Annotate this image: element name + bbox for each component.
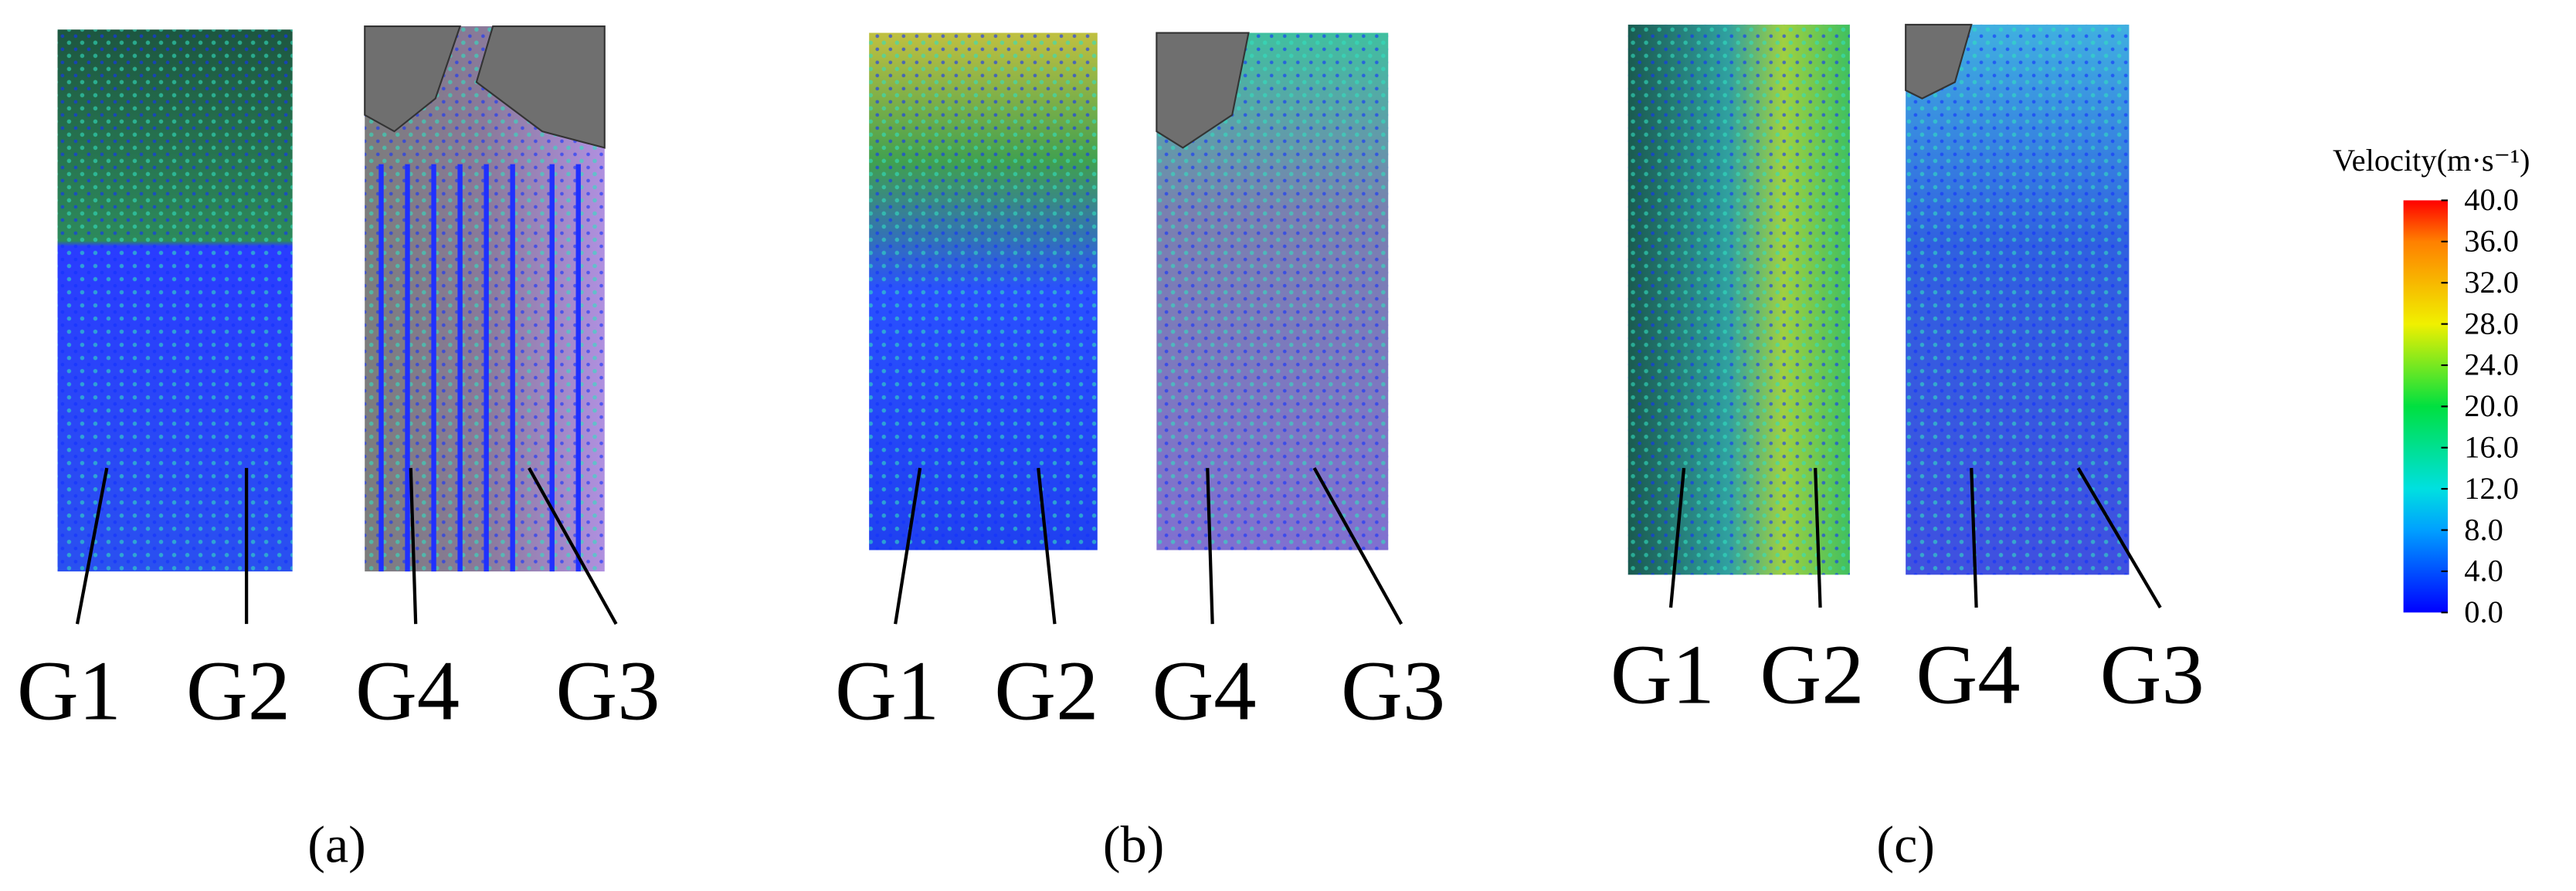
pointer-line [1668,467,1686,608]
gear-label: G3 [1341,643,1445,738]
colorbar-title: Velocity(m·s⁻¹) [2333,143,2530,178]
colorbar-tick-label: 20.0 [2464,388,2519,423]
colorbar-tick-label: 40.0 [2464,182,2519,217]
gear-label: G2 [1760,626,1864,721]
gear-label: G3 [2100,626,2204,721]
colorbar-tick-label: 16.0 [2464,430,2519,465]
colorbar-tick-label: 32.0 [2464,265,2519,300]
pointer-line [1970,468,1978,608]
panel-caption: (a) [307,815,366,874]
colorbar-tick-label: 4.0 [2464,554,2503,588]
colorbar-tick-label: 8.0 [2464,512,2503,547]
pointer-line [75,467,109,625]
pointer-line [1206,468,1214,625]
gear-label: G4 [1916,626,2020,721]
gear-label: G3 [555,643,660,738]
velocity-streaks [378,164,581,572]
gear-label: G1 [1610,626,1715,721]
pointer-line [1814,468,1822,608]
pointer-line [894,467,922,625]
gear-label: G2 [186,643,290,738]
pointer-line [2076,467,2162,608]
panel-caption: (c) [1876,815,1935,874]
gear-teeth [364,23,1973,149]
pointer-line [1312,467,1403,625]
gear-label: G4 [1152,643,1256,738]
pointer-line [1037,467,1057,625]
colorbar-tick-label: 36.0 [2464,224,2519,259]
gear-label: G2 [994,643,1098,738]
colorbar-tick-label: 12.0 [2464,471,2519,506]
gear-label: G4 [355,643,460,738]
panel-caption: (b) [1103,815,1164,874]
colorbar-tick-label: 28.0 [2464,306,2519,340]
pointer-line [409,468,418,625]
colorbar-tick-label: 0.0 [2464,595,2503,629]
gear-label: G1 [835,643,939,738]
pointer-line [528,467,618,625]
simulation-images [57,23,2130,575]
colorbar-tick-label: 24.0 [2464,347,2519,382]
gear-label: G1 [17,643,121,738]
colorbar [2403,200,2449,613]
